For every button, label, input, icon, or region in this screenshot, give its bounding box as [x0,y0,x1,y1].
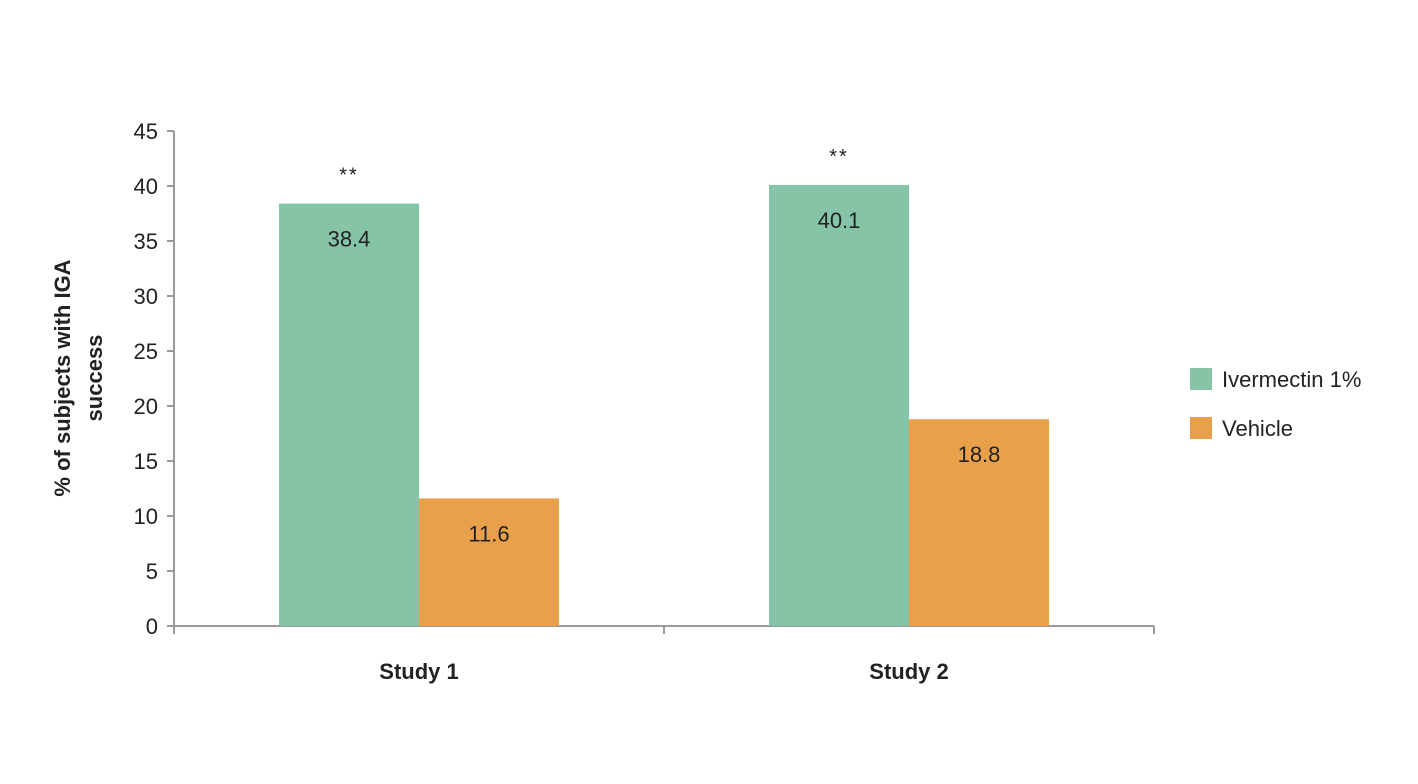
legend-swatch [1190,368,1212,390]
y-axis-title: % of subjects with IGA success [50,259,107,496]
significance-marker: ** [829,146,849,168]
y-tick-label: 20 [134,394,158,419]
y-tick-label: 40 [134,174,158,199]
y-tick-label: 45 [134,119,158,144]
bars: 38.4 ** 11.6 40.1 ** 18.8 [279,146,1049,626]
legend-label: Vehicle [1222,416,1293,441]
bar-value-label: 40.1 [818,208,861,233]
bar [909,419,1049,626]
y-tick-label: 15 [134,449,158,474]
y-tick-label: 25 [134,339,158,364]
bar-value-label: 38.4 [328,227,371,252]
y-axis-title-line: success [82,335,107,422]
bar-value-label: 11.6 [468,521,509,546]
legend-label: Ivermectin 1% [1222,367,1361,392]
significance-marker: ** [339,165,359,187]
y-tick-label: 35 [134,229,158,254]
y-tick-label: 5 [146,559,158,584]
y-axis: 0 5 10 15 20 25 30 35 40 45 [134,119,175,639]
y-tick-label: 10 [134,504,158,529]
bar [769,184,909,626]
y-tick-label: 0 [146,614,158,639]
bar [279,203,419,626]
x-category-label: Study 1 [379,659,458,684]
y-tick-label: 30 [134,284,158,309]
x-category-label: Study 2 [869,659,948,684]
x-axis: Study 1 Study 2 [173,625,1155,684]
legend: Ivermectin 1% Vehicle [1190,367,1361,441]
y-axis-title-line: % of subjects with IGA [50,259,75,496]
legend-swatch [1190,417,1212,439]
bar-value-label: 18.8 [958,442,1001,467]
bar [419,498,559,626]
